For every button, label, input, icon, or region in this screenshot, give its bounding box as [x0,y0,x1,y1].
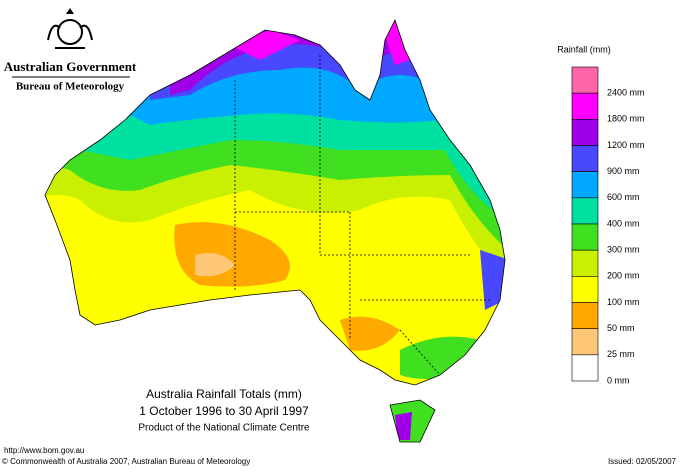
legend-label: 100 mm [607,297,640,307]
legend-swatch [571,145,599,172]
map-title: Australia Rainfall Totals (mm) [146,387,302,401]
legend-label: 50 mm [607,323,635,333]
legend-label: 600 mm [607,192,640,202]
legend-swatch [571,328,599,356]
map-producer: Product of the National Climate Centre [138,423,310,434]
legend-swatch [571,223,599,251]
legend-swatch [571,197,599,225]
coat-of-arms [47,8,93,49]
bureau-name: Bureau of Meteorology [16,81,125,93]
legend-label: 300 mm [607,245,640,255]
legend-label: 200 mm [607,271,640,281]
footer-issued: Issued: 02/05/2007 [608,457,677,466]
legend-label: 1800 mm [607,114,645,124]
map-period: 1 October 1996 to 30 April 1997 [139,404,309,418]
legend-swatch [571,354,599,382]
legend-swatch [571,171,599,199]
legend-label: 2400 mm [607,88,645,98]
legend-swatch [571,302,599,329]
legend-swatch [571,119,599,146]
government-name: Australian Government [4,59,137,74]
legend-label: 25 mm [607,349,635,359]
footer-copyright: © Commonwealth of Australia 2007, Austra… [2,457,250,466]
legend-label: 1200 mm [607,140,645,150]
legend-label: 0 mm [607,375,630,385]
legend-swatch [571,66,599,94]
legend-title: Rainfall (mm) [557,44,611,54]
legend-swatch [571,92,599,120]
legend-label: 400 mm [607,218,640,228]
legend-label: 900 mm [607,166,640,176]
rainfall-map [45,20,505,442]
borders [44,18,506,443]
legend: 2400 mm 1800 mm 1200 mm 900 mm 600 mm 400 mm 3… [571,66,645,385]
legend-swatch [571,249,599,277]
footer-url: http://www.bom.gov.au [4,446,84,455]
legend-swatch [571,276,599,303]
